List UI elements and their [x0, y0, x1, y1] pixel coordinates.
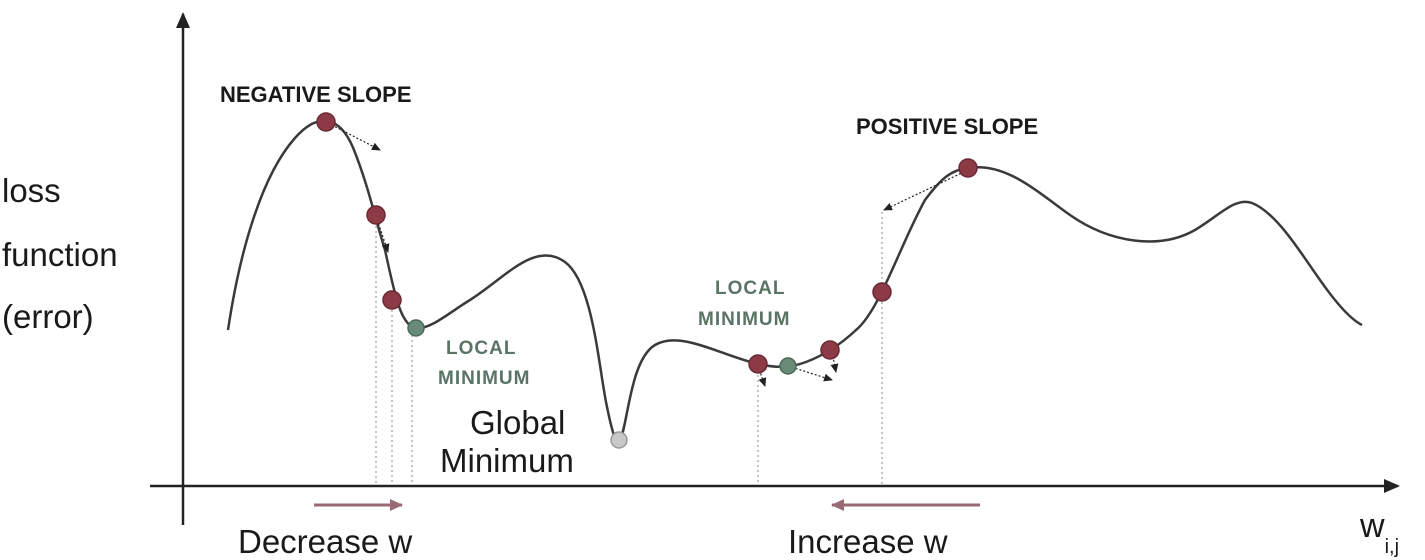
- point-local-min-2: [779, 357, 797, 375]
- point-right-of-local-min-2: [820, 340, 840, 360]
- local-minimum-1-line2: MINIMUM: [438, 368, 530, 389]
- global-minimum-line1: Global: [470, 404, 565, 441]
- local-minimum-2-line2: MINIMUM: [698, 309, 790, 330]
- negative-slope-label: NEGATIVE SLOPE: [220, 82, 412, 107]
- loss-curve: [226, 119, 1363, 443]
- y-axis-label-line2: function: [2, 236, 118, 273]
- x-axis-label-main: w: [1359, 507, 1385, 545]
- point-peak-left: [316, 112, 336, 132]
- increase-w-label: Increase w: [788, 523, 948, 560]
- point-ascent: [872, 282, 892, 302]
- local-minimum-2-line1: LOCAL: [715, 278, 785, 299]
- curve-points: [316, 112, 978, 449]
- guide-lines: [375, 212, 883, 484]
- local-minimum-1-line1: LOCAL: [446, 338, 516, 359]
- tangent-arrows: [327, 122, 969, 387]
- x-axis-label: wi,j: [1359, 507, 1399, 558]
- positive-slope-label: POSITIVE SLOPE: [856, 114, 1038, 139]
- point-descent-2: [382, 290, 402, 310]
- point-descent-1: [366, 205, 386, 225]
- point-peak-right: [958, 158, 978, 178]
- y-axis-label-line1: loss: [2, 172, 61, 209]
- point-global-min: [610, 431, 628, 449]
- point-left-of-local-min-2: [748, 354, 768, 374]
- global-minimum-line2: Minimum: [440, 442, 574, 479]
- x-axis-label-sub: i,j: [1385, 536, 1399, 558]
- y-axis-label-line3: (error): [2, 298, 94, 335]
- point-local-min-1: [407, 319, 425, 337]
- decrease-w-label: Decrease w: [238, 523, 412, 560]
